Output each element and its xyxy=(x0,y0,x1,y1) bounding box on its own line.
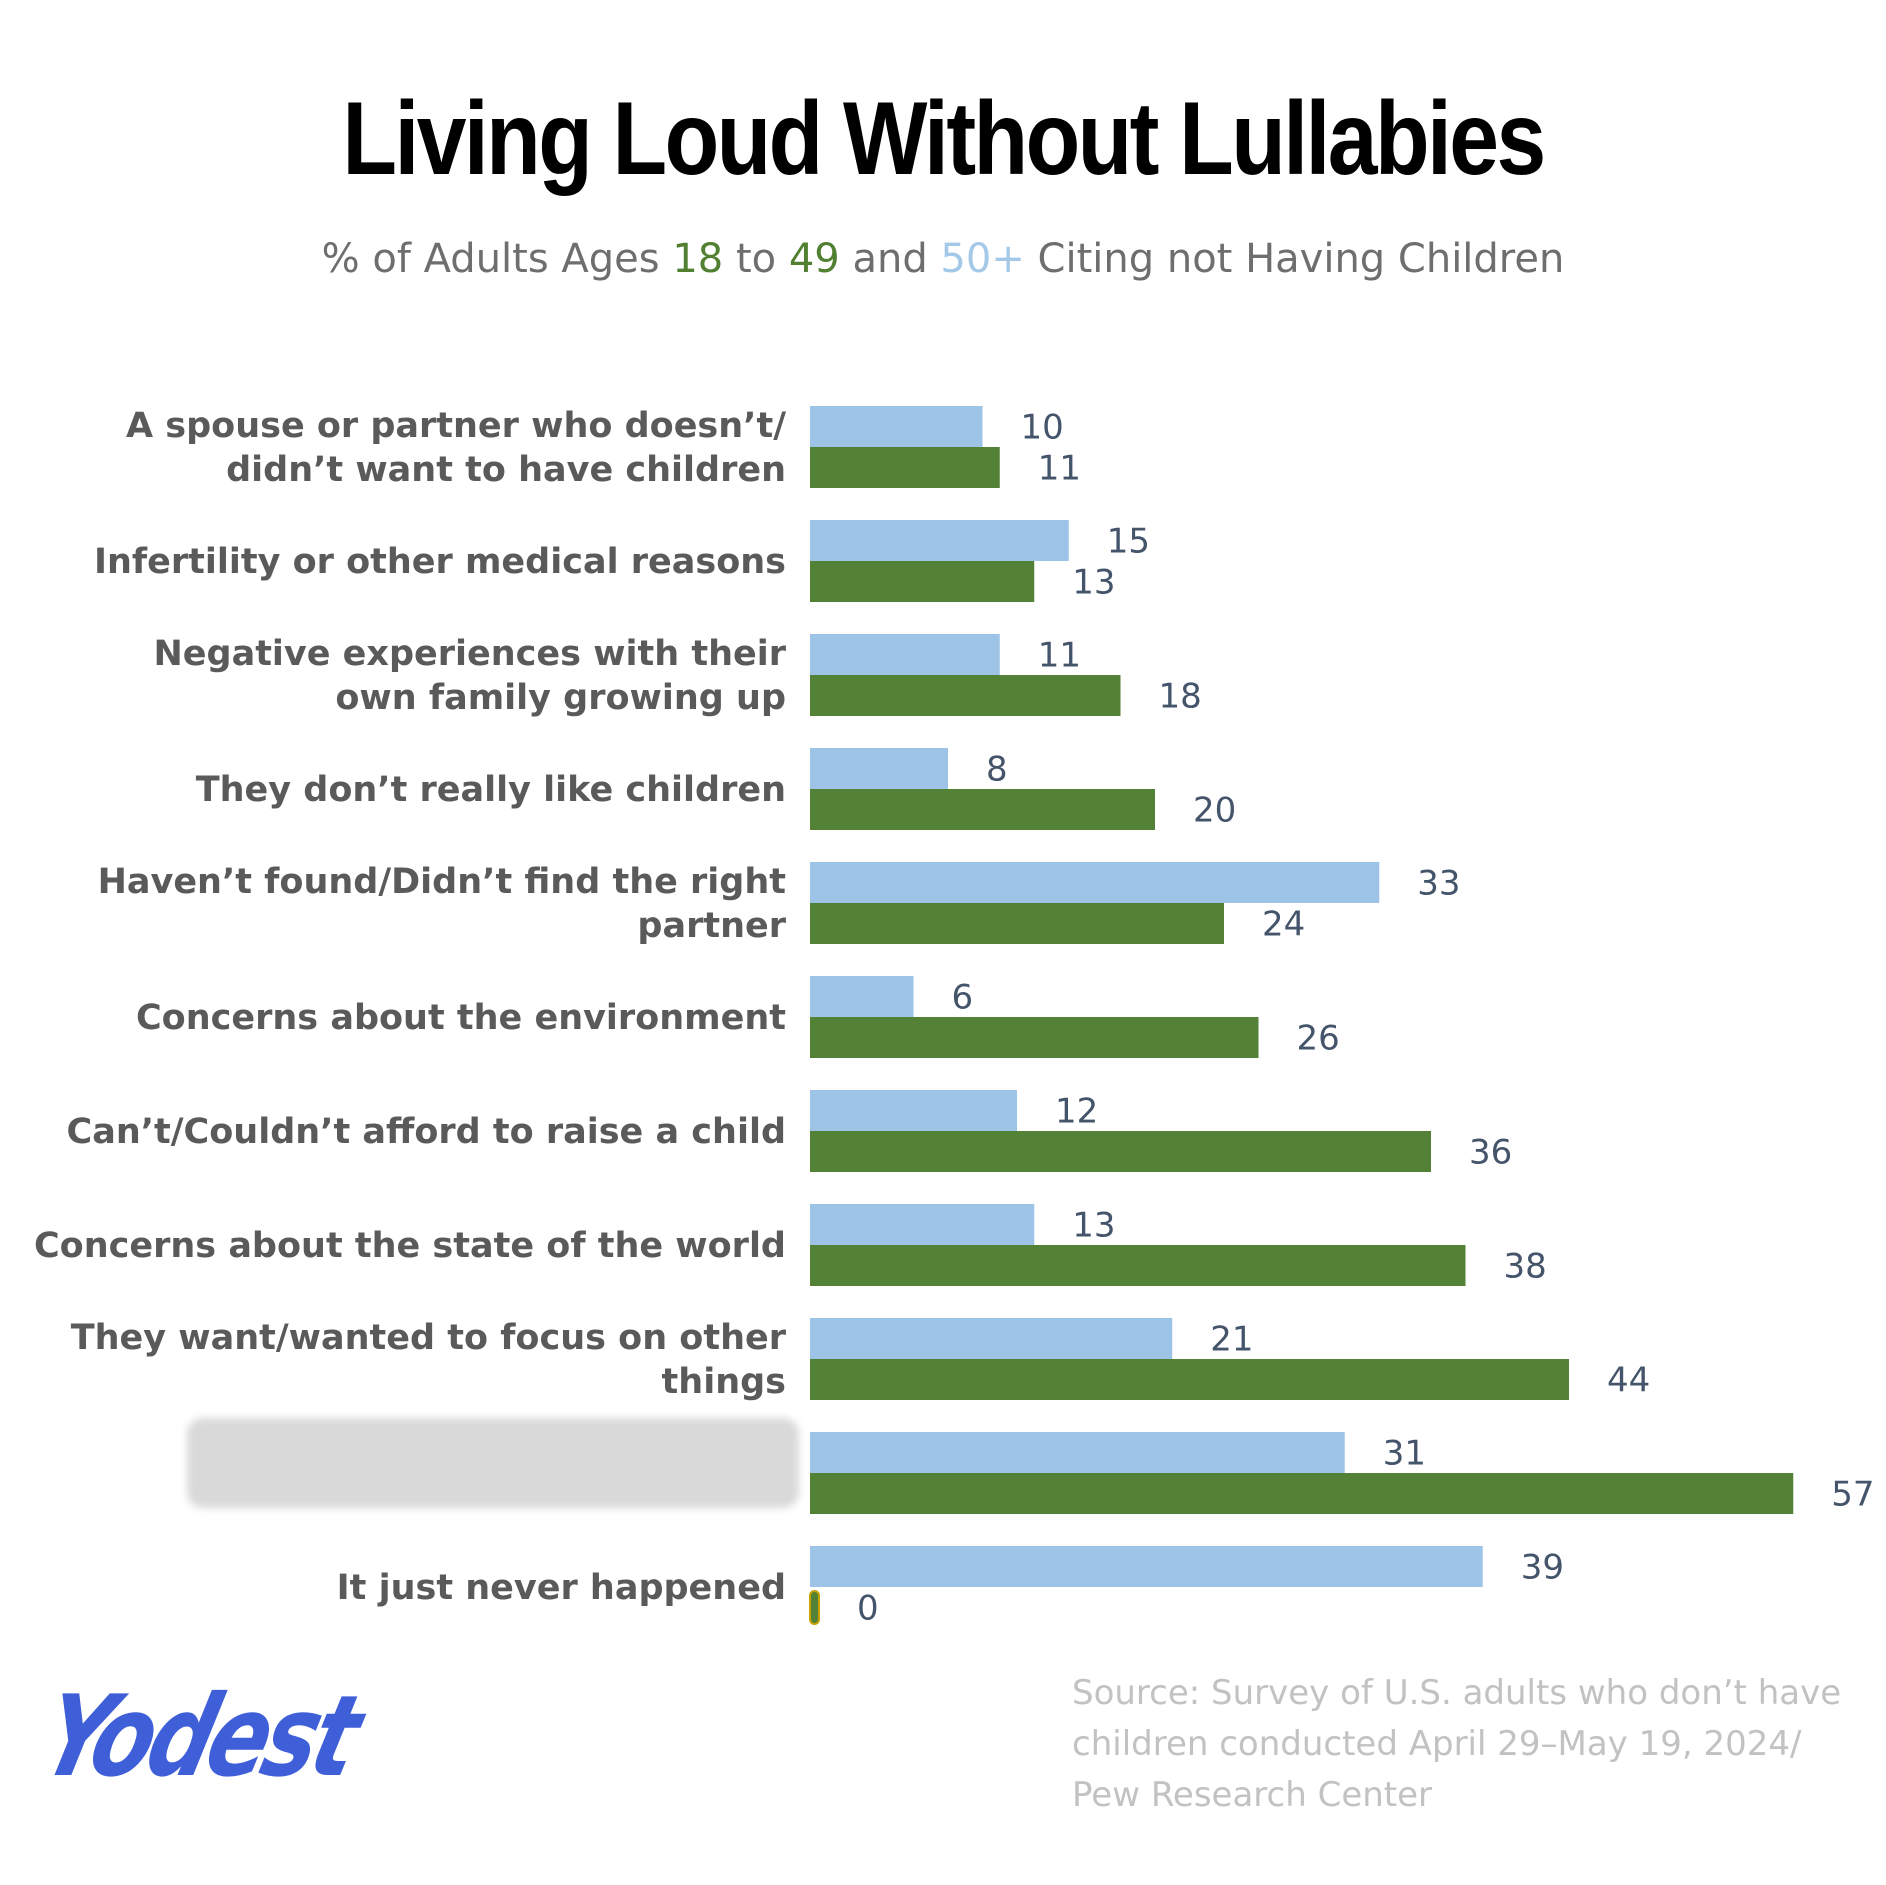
value-label: 24 xyxy=(1262,905,1305,945)
bar-age-50-plus xyxy=(810,1432,1345,1473)
bar-age-18-49 xyxy=(810,1473,1794,1514)
bar-age-18-49 xyxy=(810,1131,1431,1172)
bar-age-50-plus xyxy=(810,634,1000,675)
bar-age-18-49 xyxy=(810,561,1035,602)
category-label: didn’t want to have children xyxy=(226,450,786,490)
value-label: 18 xyxy=(1159,677,1202,717)
value-label: 10 xyxy=(1021,408,1064,448)
value-label: 15 xyxy=(1107,522,1150,562)
value-label: 31 xyxy=(1383,1434,1426,1474)
subtitle-suffix: Citing not Having Children xyxy=(1024,236,1565,282)
subtitle-to: to xyxy=(723,236,789,282)
value-label: 57 xyxy=(1831,1475,1874,1515)
value-label: 21 xyxy=(1210,1320,1253,1360)
category-label: partner xyxy=(637,906,786,946)
subtitle-and: and xyxy=(839,236,941,282)
value-label: 11 xyxy=(1038,449,1081,489)
value-label: 13 xyxy=(1072,563,1115,603)
subtitle-age-older: 50+ xyxy=(940,236,1025,282)
bar-age-18-49 xyxy=(809,1590,820,1625)
category-label: They don’t really like children xyxy=(196,770,786,810)
category-label: things xyxy=(662,1362,786,1402)
bar-age-50-plus xyxy=(810,520,1069,561)
category-label: own family growing up xyxy=(335,678,786,718)
bar-age-50-plus xyxy=(810,1204,1035,1245)
value-label: 6 xyxy=(952,978,974,1018)
value-label: 0 xyxy=(857,1589,879,1629)
value-label: 13 xyxy=(1072,1206,1115,1246)
bar-age-50-plus xyxy=(810,1090,1017,1131)
subtitle-age-low: 18 xyxy=(672,236,724,282)
source-line: Pew Research Center xyxy=(1072,1775,1433,1815)
value-label: 20 xyxy=(1193,791,1236,831)
chart-title: Living Loud Without Lullabies xyxy=(342,81,1546,197)
value-label: 26 xyxy=(1297,1019,1340,1059)
category-label: Haven’t found/Didn’t find the right xyxy=(98,862,786,902)
bar-age-18-49 xyxy=(810,789,1155,830)
value-label: 11 xyxy=(1038,636,1081,676)
bar-age-18-49 xyxy=(810,1359,1569,1400)
bar-age-50-plus xyxy=(810,862,1380,903)
value-label: 36 xyxy=(1469,1133,1512,1173)
category-label: A spouse or partner who doesn’t/ xyxy=(126,406,786,446)
category-label: Can’t/Couldn’t afford to raise a child xyxy=(67,1112,786,1152)
value-label: 39 xyxy=(1521,1548,1564,1588)
yodest-logo: Yodest xyxy=(29,1672,370,1802)
value-label: 38 xyxy=(1504,1247,1547,1287)
bar-age-18-49 xyxy=(810,1245,1466,1286)
bar-age-50-plus xyxy=(810,1318,1173,1359)
bar-age-18-49 xyxy=(810,675,1121,716)
source-line: children conducted April 29–May 19, 2024… xyxy=(1072,1724,1802,1764)
bar-age-50-plus xyxy=(810,406,983,447)
chart-subtitle: % of Adults Ages 18 to 49 and 50+ Citing… xyxy=(0,236,1886,282)
bar-age-50-plus xyxy=(810,1546,1483,1587)
category-label: Concerns about the state of the world xyxy=(34,1226,786,1266)
source-line: Source: Survey of U.S. adults who don’t … xyxy=(1072,1673,1842,1713)
value-label: 33 xyxy=(1417,864,1460,904)
category-label: They want/wanted to focus on other xyxy=(71,1318,787,1358)
bar-age-50-plus xyxy=(810,748,948,789)
source-note: Source: Survey of U.S. adults who don’t … xyxy=(1072,1668,1862,1821)
category-label: Infertility or other medical reasons xyxy=(94,542,786,582)
bar-age-18-49 xyxy=(810,447,1000,488)
category-label: Concerns about the environment xyxy=(136,998,786,1038)
category-label: Negative experiences with their xyxy=(154,634,787,674)
bar-age-50-plus xyxy=(810,976,914,1017)
value-label: 44 xyxy=(1607,1361,1650,1401)
redacted-category-label xyxy=(187,1418,799,1508)
value-label: 8 xyxy=(986,750,1008,790)
subtitle-prefix: % of Adults Ages xyxy=(321,236,673,282)
value-label: 12 xyxy=(1055,1092,1098,1132)
bar-age-18-49 xyxy=(810,903,1224,944)
bar-age-18-49 xyxy=(810,1017,1259,1058)
category-label: It just never happened xyxy=(337,1568,786,1608)
subtitle-age-high: 49 xyxy=(788,236,840,282)
